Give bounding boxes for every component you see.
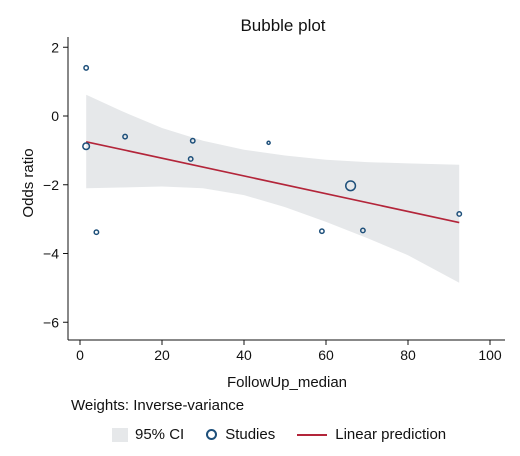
y-axis-label: Odds ratio [20, 148, 37, 217]
prediction-line-layer [85, 140, 460, 224]
study-points-layer [82, 64, 463, 236]
y-tick-label: 2 [51, 39, 59, 55]
y-tick-label: 0 [51, 108, 59, 124]
x-tick-label: 40 [236, 347, 252, 363]
y-tick-label: −6 [43, 314, 59, 330]
y-tick-label: −4 [43, 246, 59, 262]
x-axis-label: FollowUp_median [227, 374, 347, 391]
x-tick-label: 80 [400, 347, 416, 363]
y-tick-label: −2 [43, 177, 59, 193]
weights-note: Weights: Inverse-variance [71, 397, 245, 414]
study-point [189, 137, 196, 144]
x-tick-label: 60 [318, 347, 334, 363]
linear-prediction-line [85, 140, 460, 224]
study-point [93, 229, 100, 236]
x-tick-label: 20 [154, 347, 170, 363]
study-point [122, 133, 129, 140]
ci-band [86, 94, 460, 283]
study-point [82, 142, 91, 151]
study-point [266, 140, 271, 146]
chart-title: Bubble plot [240, 16, 325, 35]
study-point [359, 227, 366, 234]
study-point [318, 228, 325, 235]
ci-band-layer [86, 94, 460, 283]
study-point [345, 180, 357, 192]
study-point [83, 64, 90, 71]
x-tick-label: 100 [478, 347, 502, 363]
study-point [187, 156, 194, 162]
study-point [456, 211, 463, 217]
x-tick-label: 0 [76, 347, 84, 363]
